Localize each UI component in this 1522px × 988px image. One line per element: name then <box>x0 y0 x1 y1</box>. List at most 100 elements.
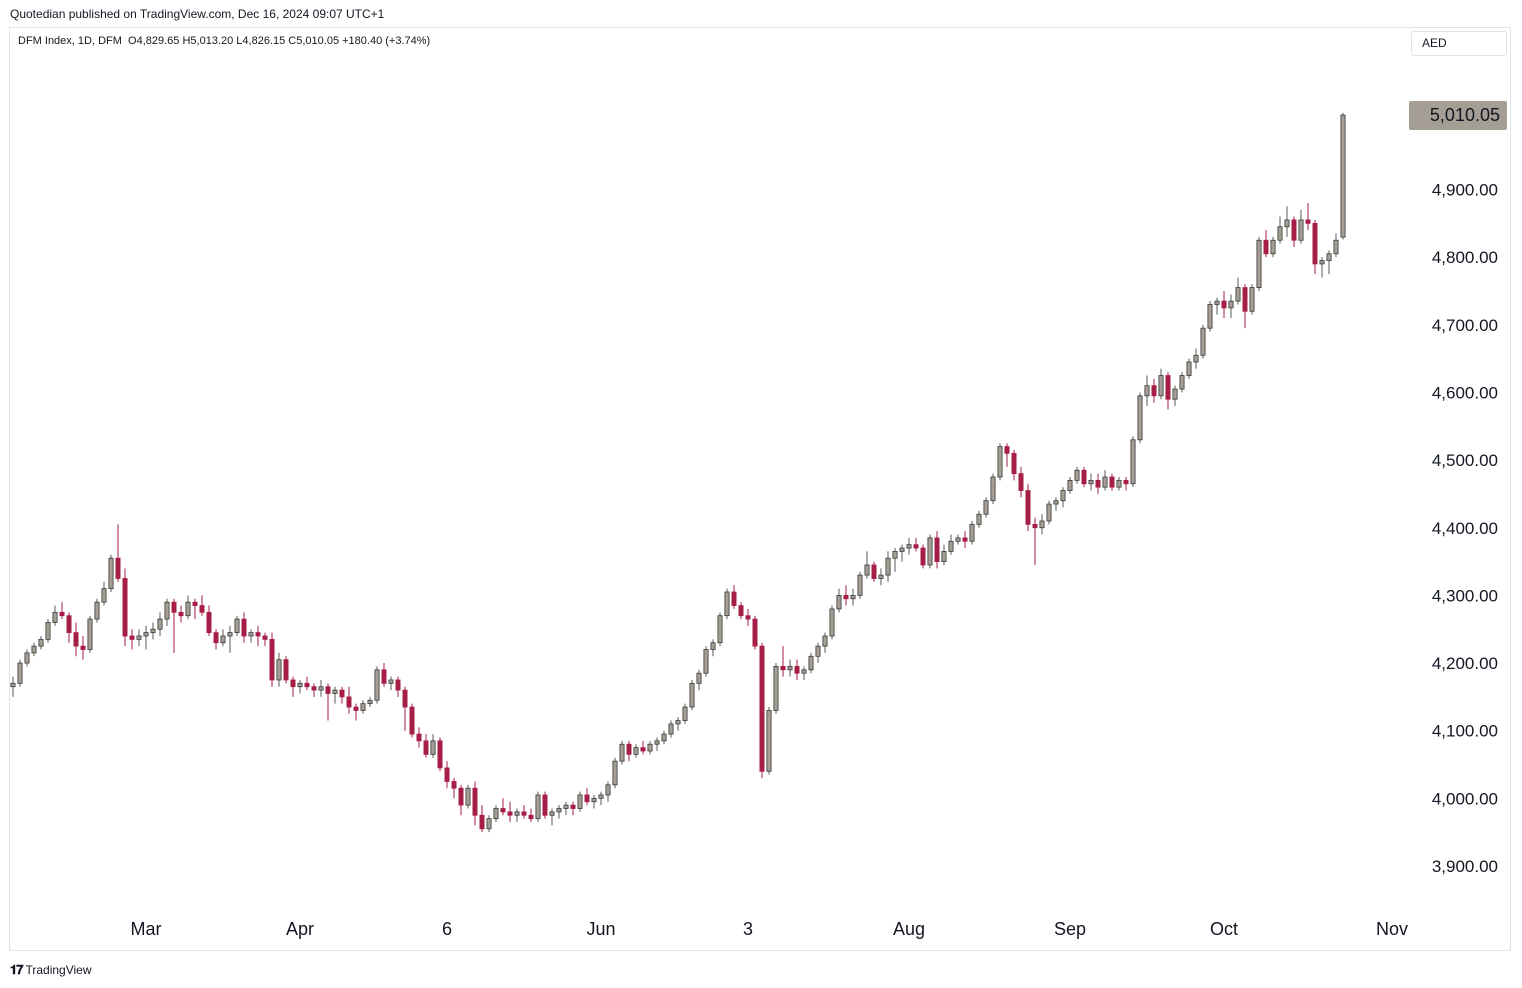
candle-body-down <box>437 740 443 769</box>
candle <box>507 801 513 823</box>
candle <box>437 737 443 772</box>
candle <box>1319 257 1325 278</box>
candle <box>269 632 275 687</box>
candle <box>990 473 996 505</box>
candle <box>1326 250 1332 275</box>
candle <box>157 612 163 636</box>
x-tick-label: Sep <box>1054 919 1086 939</box>
candle-body-down <box>584 794 590 803</box>
candle <box>1186 358 1192 379</box>
candle <box>997 443 1003 481</box>
candle <box>920 544 926 569</box>
candle-body-up <box>234 618 240 634</box>
candle-body-down <box>759 645 765 772</box>
candle-body-up <box>101 588 107 603</box>
candle <box>647 740 653 755</box>
candle <box>514 808 520 823</box>
candle-body-up <box>1214 300 1220 305</box>
candle <box>206 605 212 636</box>
candle-body-up <box>990 476 996 502</box>
candle <box>843 585 849 606</box>
candle-body-up <box>1172 388 1178 400</box>
currency-selector[interactable]: AED <box>1411 31 1507 56</box>
candle <box>150 622 156 640</box>
candle <box>542 791 548 819</box>
candle-body-down <box>122 578 128 637</box>
candle-body-up <box>689 682 695 708</box>
candle-body-down <box>262 635 268 640</box>
candle-body-down <box>171 601 177 613</box>
candle-body-up <box>668 723 674 735</box>
candle <box>458 784 464 816</box>
candle <box>1179 372 1185 393</box>
candle <box>1242 284 1248 329</box>
last-price-label: 5,010.05 <box>1430 105 1500 125</box>
candle <box>668 720 674 738</box>
candle <box>1165 372 1171 410</box>
candle-body-down <box>626 743 632 755</box>
candle <box>1025 483 1031 532</box>
candle <box>661 730 667 745</box>
candle <box>1081 466 1087 488</box>
candle <box>115 524 121 582</box>
candle-body-down <box>1025 490 1031 525</box>
candle-body-up <box>1179 375 1185 390</box>
candle-body-down <box>255 632 261 637</box>
candle <box>1193 348 1199 369</box>
candle-body-down <box>528 814 534 820</box>
x-tick-label: Aug <box>893 919 925 939</box>
candle-body-down <box>66 615 72 634</box>
candle <box>1095 473 1101 494</box>
candle-body-up <box>948 540 954 552</box>
candle <box>276 652 282 687</box>
candle-body-down <box>1165 375 1171 400</box>
candle-body-up <box>1228 300 1234 309</box>
candle-body-down <box>395 679 401 691</box>
candle <box>1116 477 1122 491</box>
x-tick-label: 6 <box>442 919 452 939</box>
candle <box>171 598 177 653</box>
candle <box>829 605 835 640</box>
candle <box>801 666 807 680</box>
candle <box>1312 219 1318 275</box>
candle-body-down <box>521 811 527 816</box>
candle <box>479 805 485 833</box>
candle <box>598 791 604 806</box>
candle <box>143 625 149 650</box>
candle <box>682 703 688 724</box>
candle-body-down <box>962 537 968 542</box>
candle-body-down <box>311 686 317 691</box>
candle <box>24 649 30 667</box>
candle-body-down <box>409 706 415 735</box>
candle <box>780 646 786 677</box>
candle-body-down <box>283 659 289 681</box>
candle-body-up <box>164 601 170 620</box>
candle-body-up <box>1186 361 1192 376</box>
candle <box>66 612 72 643</box>
candle-body-up <box>927 537 933 566</box>
candle-body-up <box>598 794 604 799</box>
candle-body-up <box>857 574 863 596</box>
candle-body-up <box>647 743 653 752</box>
x-axis: MarApr6Jun3AugSepOctNovDec <box>131 919 1409 939</box>
candle <box>416 727 422 748</box>
candle <box>248 629 254 643</box>
chart-frame <box>9 27 1511 951</box>
candle-body-up <box>1207 304 1213 329</box>
tradingview-footer[interactable]: 𝟏𝟕 TradingView <box>10 962 92 978</box>
legend-close: C5,010.05 <box>288 35 340 47</box>
candle <box>556 805 562 819</box>
candle <box>290 676 296 697</box>
candle-body-up <box>150 628 156 634</box>
candle-body-up <box>157 618 163 630</box>
candle <box>388 676 394 691</box>
candle-body-up <box>766 710 772 772</box>
candle <box>1088 473 1094 491</box>
candle-body-down <box>73 632 79 647</box>
candle <box>1200 324 1206 359</box>
candle <box>815 642 821 664</box>
candle-body-up <box>1249 287 1255 312</box>
candle-body-up <box>1235 287 1241 302</box>
candle <box>332 686 338 704</box>
